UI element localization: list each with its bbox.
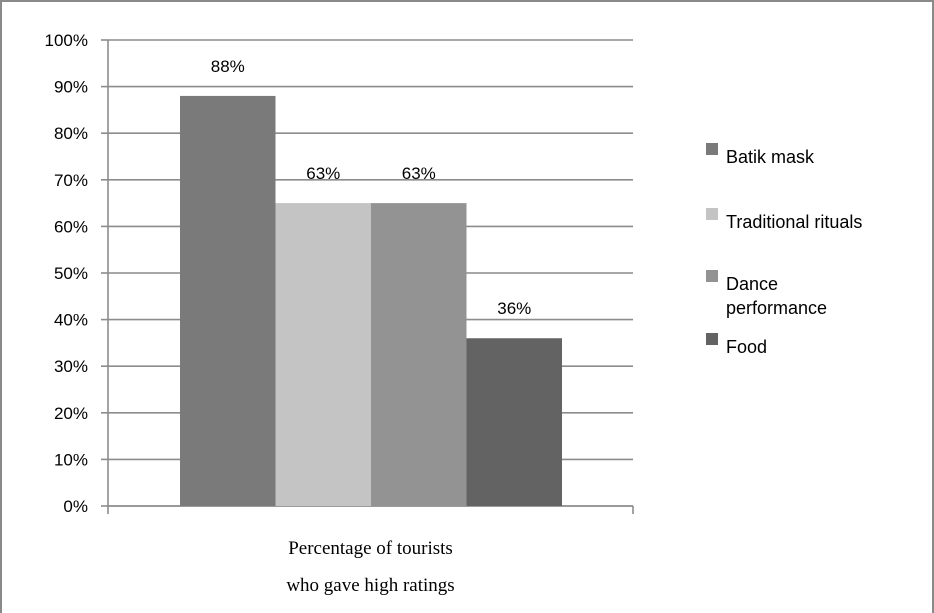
y-tick-label: 100% bbox=[45, 31, 88, 50]
bar-batik-mask bbox=[180, 95, 276, 507]
legend-label: Batik mask bbox=[726, 147, 815, 167]
data-label: 88% bbox=[211, 57, 245, 76]
y-tick-label: 90% bbox=[54, 78, 88, 97]
data-label: 36% bbox=[497, 299, 531, 318]
data-label: 63% bbox=[306, 164, 340, 183]
y-tick-label: 10% bbox=[54, 450, 88, 469]
y-tick-label: 40% bbox=[54, 311, 88, 330]
x-category-label: who gave high ratings bbox=[286, 575, 454, 596]
y-tick-label: 50% bbox=[54, 264, 88, 283]
legend-swatch bbox=[706, 270, 718, 282]
legend-swatch bbox=[706, 143, 718, 155]
y-tick-label: 80% bbox=[54, 124, 88, 143]
data-label: 63% bbox=[402, 164, 436, 183]
y-tick-label: 70% bbox=[54, 171, 88, 190]
x-category-label: Percentage of tourists bbox=[288, 538, 453, 559]
bar-food bbox=[466, 338, 562, 506]
legend-swatch bbox=[706, 333, 718, 345]
legend-label: Dance bbox=[726, 274, 778, 294]
y-tick-label: 60% bbox=[54, 217, 88, 236]
bar-traditional-rituals bbox=[275, 203, 371, 506]
y-tick-label: 0% bbox=[63, 497, 88, 516]
legend-label: Food bbox=[726, 337, 767, 357]
legend-label: Traditional rituals bbox=[726, 212, 862, 232]
bar-dance-performance bbox=[371, 203, 467, 506]
legend-label: performance bbox=[726, 298, 827, 318]
y-tick-label: 30% bbox=[54, 357, 88, 376]
legend-swatch bbox=[706, 208, 718, 220]
y-tick-label: 20% bbox=[54, 404, 88, 423]
